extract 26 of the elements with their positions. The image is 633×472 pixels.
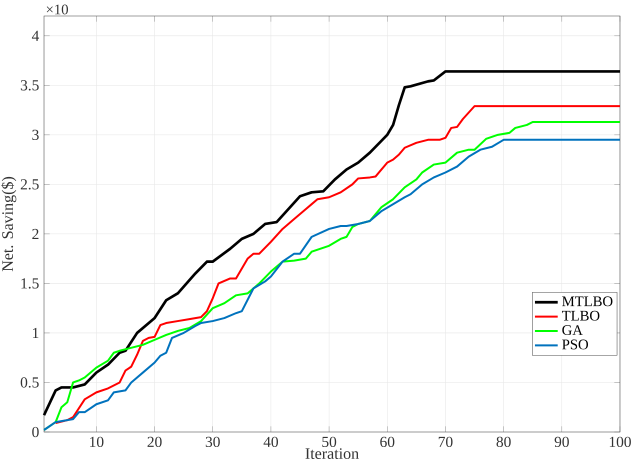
legend-label: MTLBO xyxy=(562,296,612,306)
y-tick-label: 4 xyxy=(32,30,40,41)
x-axis-title: Iteration xyxy=(305,448,359,459)
legend-label: GA xyxy=(562,325,583,336)
x-tick-label: 60 xyxy=(380,436,394,448)
x-tick-label: 40 xyxy=(264,436,278,448)
legend-label: PSO xyxy=(562,340,588,350)
x-tick-label: 30 xyxy=(206,436,220,448)
x-tick-label: 10 xyxy=(90,436,104,448)
y-tick-label: 0.5 xyxy=(20,377,39,388)
legend-label: TLBO xyxy=(562,310,600,321)
y-tick-label: 1 xyxy=(32,328,38,338)
y-axis-title: Net. Saving($) xyxy=(1,176,16,272)
x-tick-label: 80 xyxy=(496,436,511,448)
x-tick-label: 20 xyxy=(148,436,162,448)
y-tick-label: 3.5 xyxy=(20,80,39,91)
text: ×10 xyxy=(46,4,68,14)
y-tick-label: 1.5 xyxy=(21,278,39,289)
x-tick-label: 70 xyxy=(438,436,453,448)
y-tick-label: 0 xyxy=(32,426,39,438)
y-tick-label: 2 xyxy=(32,228,38,239)
y-tick-label: 3 xyxy=(32,130,39,140)
x-tick-label: 50 xyxy=(322,436,336,448)
x-tick-label: 90 xyxy=(554,436,569,448)
y-tick-label: 2.5 xyxy=(20,179,39,190)
x-tick-label: 100 xyxy=(610,436,631,448)
